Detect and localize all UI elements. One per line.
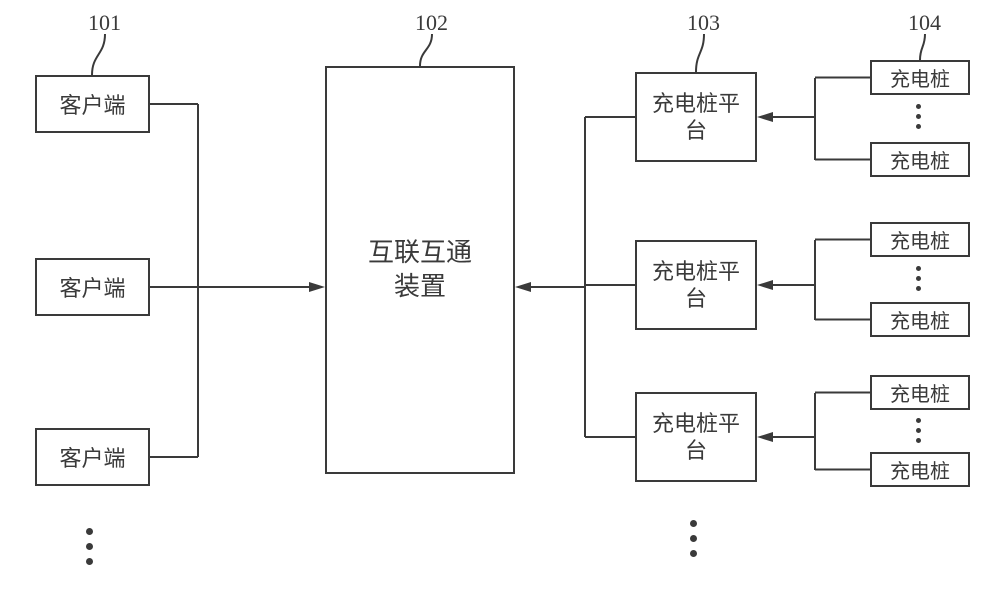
ellipsis-vertical [916,104,921,129]
ref-label-n101: 101 [88,10,121,36]
ref-label-n104: 104 [908,10,941,36]
ref-label-n103: 103 [687,10,720,36]
client-box-0: 客户端 [35,75,150,133]
interconnect-device-box: 互联互通装置 [325,66,515,474]
platform-box-2: 充电桩平台 [635,392,757,482]
charging-pile-box-0: 充电桩 [870,60,970,95]
charging-pile-box-5: 充电桩 [870,452,970,487]
ref-label-n102: 102 [415,10,448,36]
ellipsis-vertical [690,520,697,557]
client-box-2: 客户端 [35,428,150,486]
ellipsis-vertical [916,418,921,443]
client-box-1: 客户端 [35,258,150,316]
ellipsis-vertical [86,528,93,565]
charging-pile-box-3: 充电桩 [870,302,970,337]
charging-pile-box-1: 充电桩 [870,142,970,177]
charging-pile-box-4: 充电桩 [870,375,970,410]
charging-pile-box-2: 充电桩 [870,222,970,257]
ellipsis-vertical [916,266,921,291]
platform-box-1: 充电桩平台 [635,240,757,330]
platform-box-0: 充电桩平台 [635,72,757,162]
